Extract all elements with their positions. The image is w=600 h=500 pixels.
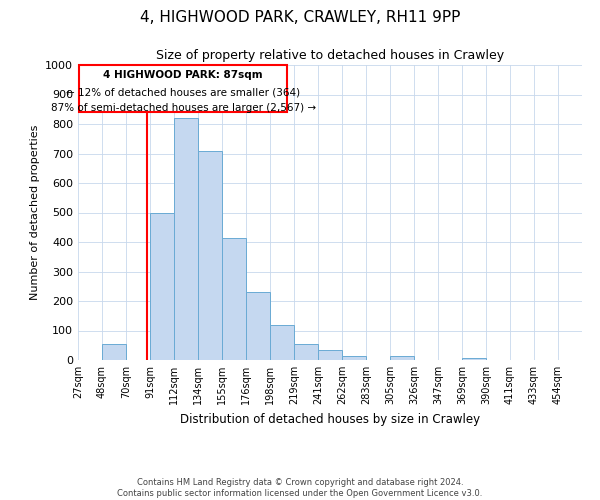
Bar <box>294 344 318 360</box>
Bar <box>222 238 246 360</box>
Bar <box>150 212 174 360</box>
Bar <box>198 150 222 360</box>
Bar <box>462 358 486 360</box>
Text: 4 HIGHWOOD PARK: 87sqm: 4 HIGHWOOD PARK: 87sqm <box>103 70 263 81</box>
Bar <box>390 356 414 360</box>
Bar <box>318 350 342 360</box>
Text: 4, HIGHWOOD PARK, CRAWLEY, RH11 9PP: 4, HIGHWOOD PARK, CRAWLEY, RH11 9PP <box>140 10 460 25</box>
Bar <box>270 325 294 360</box>
Text: ← 12% of detached houses are smaller (364): ← 12% of detached houses are smaller (36… <box>66 87 300 97</box>
FancyBboxPatch shape <box>79 65 287 112</box>
Bar <box>102 344 126 360</box>
Bar <box>246 292 270 360</box>
X-axis label: Distribution of detached houses by size in Crawley: Distribution of detached houses by size … <box>180 412 480 426</box>
Text: 87% of semi-detached houses are larger (2,567) →: 87% of semi-detached houses are larger (… <box>50 103 316 113</box>
Text: Contains HM Land Registry data © Crown copyright and database right 2024.
Contai: Contains HM Land Registry data © Crown c… <box>118 478 482 498</box>
Title: Size of property relative to detached houses in Crawley: Size of property relative to detached ho… <box>156 50 504 62</box>
Y-axis label: Number of detached properties: Number of detached properties <box>29 125 40 300</box>
Bar <box>174 118 198 360</box>
Bar <box>342 356 366 360</box>
